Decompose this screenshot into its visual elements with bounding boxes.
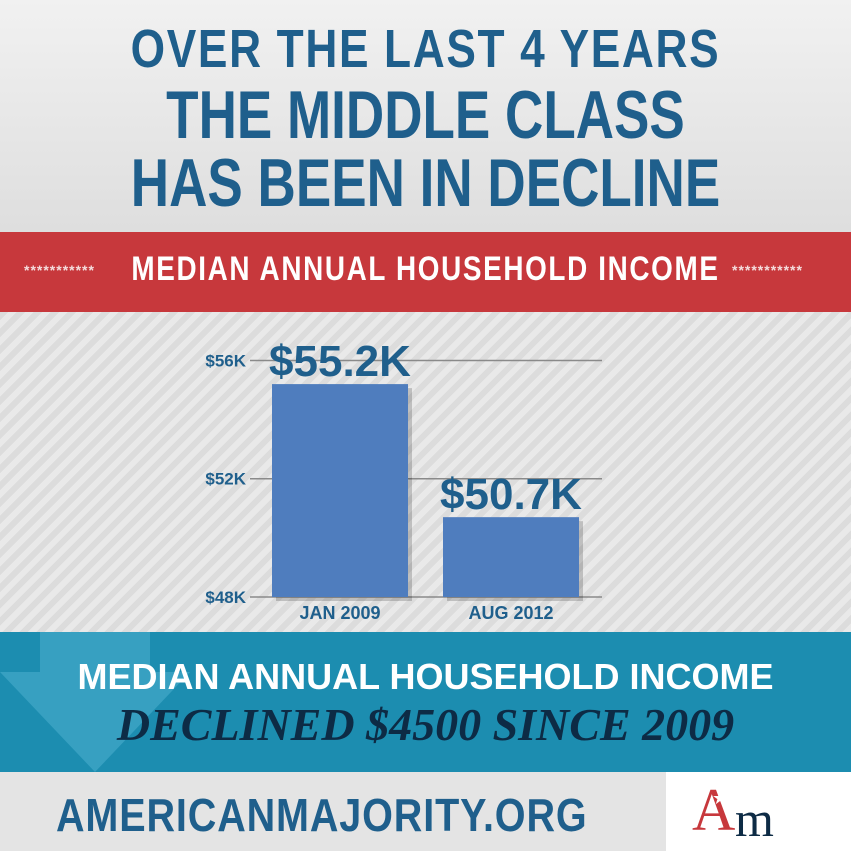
- banner-dots-left: ***********: [24, 262, 95, 278]
- bar: [443, 517, 579, 597]
- bar: [272, 384, 408, 597]
- chart-title-banner: [0, 232, 851, 312]
- banner-dots-right: ***********: [732, 262, 803, 278]
- bar-data-label: $50.7K: [440, 470, 582, 519]
- down-arrow-icon: [0, 632, 190, 772]
- y-tick-label: $52K: [205, 470, 246, 489]
- x-category-label: JAN 2009: [299, 603, 380, 623]
- y-tick-label: $56K: [205, 351, 246, 370]
- summary-line-1: MEDIAN ANNUAL HOUSEHOLD INCOME: [77, 656, 774, 697]
- logo-letter-m: m: [735, 791, 774, 847]
- logo-letter-a: A: [692, 777, 736, 843]
- summary-line-2: DECLINED $4500 SINCE 2009: [116, 699, 735, 750]
- logo: [666, 772, 851, 851]
- headline-line-1: OVER THE LAST 4 YEARS: [130, 19, 721, 79]
- chart-background: [0, 312, 851, 632]
- y-tick-label: $48K: [205, 588, 246, 607]
- bar-data-label: $55.2K: [269, 337, 411, 386]
- bar-chart: $48K $52K $56K $55.2K JAN 2009 $50.7K AUG 2012: [205, 337, 602, 623]
- logo-star-icon: ★: [712, 788, 729, 808]
- headline-line-2: THE MIDDLE CLASS: [166, 77, 685, 153]
- headline-area: OVER THE LAST 4 YEARS THE MIDDLE CLASS H…: [0, 0, 851, 232]
- site-url[interactable]: AMERICANMAJORITY.ORG: [56, 789, 588, 841]
- x-category-label: AUG 2012: [468, 603, 553, 623]
- headline-line-3: HAS BEEN IN DECLINE: [130, 145, 721, 221]
- chart-title: MEDIAN ANNUAL HOUSEHOLD INCOME: [131, 250, 720, 288]
